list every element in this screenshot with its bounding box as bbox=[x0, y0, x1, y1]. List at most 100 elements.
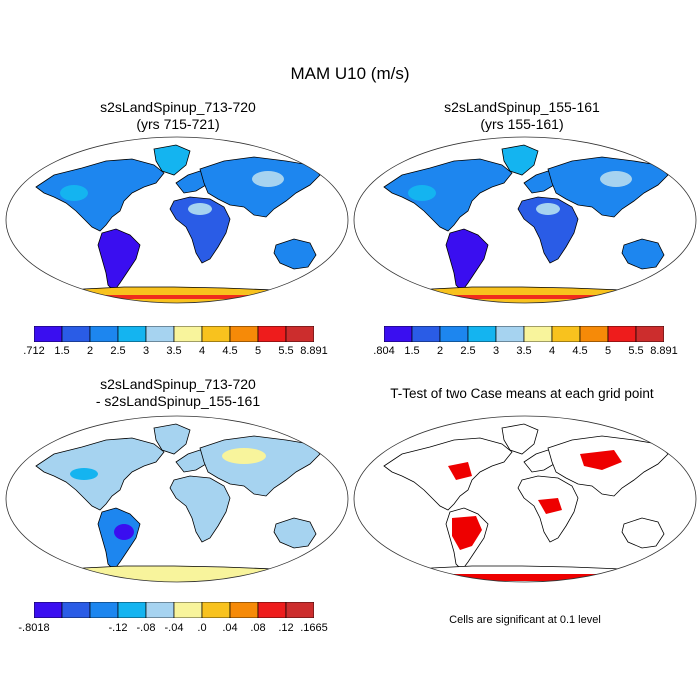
great-plains-wind-patch bbox=[408, 185, 436, 201]
colorbar-swatch-3 bbox=[467, 326, 497, 342]
colorbar-label: -.08 bbox=[136, 622, 156, 634]
significant-area-asia bbox=[580, 450, 622, 470]
colorbar-difference-labels: -.8018 -.12 -.08 -.04 .0 .04 .08 .12 .1665 bbox=[18, 622, 327, 636]
panel1-title: s2sLandSpinup_713-720 (yrs 715-721) bbox=[18, 99, 338, 133]
colorbar-swatch-5 bbox=[523, 326, 553, 342]
colorbar-swatch-6 bbox=[201, 602, 231, 618]
colorbar-label: .0 bbox=[197, 622, 207, 634]
panel2-title: s2sLandSpinup_155-161 (yrs 155-161) bbox=[362, 99, 682, 133]
colorbar-swatch-6 bbox=[551, 326, 581, 342]
panel4-title: T-Test of two Case means at each grid po… bbox=[390, 386, 654, 401]
continent-north-america bbox=[383, 437, 513, 511]
colorbar-swatch-6 bbox=[201, 326, 231, 342]
colorbar-label: -.8018 bbox=[18, 622, 50, 634]
coastal-wind-band-antarctica bbox=[64, 295, 304, 299]
continent-australia bbox=[273, 517, 317, 549]
panel3-title-line1: s2sLandSpinup_713-720 bbox=[100, 376, 256, 392]
ttest-note: Cells are significant at 0.1 level bbox=[449, 614, 601, 626]
colorbar-swatch-2 bbox=[89, 326, 119, 342]
colorbar-case2 bbox=[384, 326, 664, 342]
colorbar-case1-labels: .712 1.5 2 2.5 3 3.5 4 4.5 5 5.5 8.891 bbox=[23, 345, 327, 359]
continent-north-america bbox=[35, 437, 165, 511]
amazon-negative-patch bbox=[114, 524, 134, 540]
asia-high-wind-patch bbox=[600, 171, 632, 187]
colorbar-label: 4 bbox=[198, 345, 206, 357]
colorbar-swatch-9 bbox=[635, 326, 664, 342]
colorbar-label: 5.5 bbox=[278, 345, 294, 357]
colorbar-label: 2.5 bbox=[460, 345, 476, 357]
panel3-title: s2sLandSpinup_713-720 - s2sLandSpinup_15… bbox=[18, 376, 338, 410]
continent-greenland bbox=[153, 423, 191, 455]
plateau-wind-band-antarctica bbox=[424, 300, 644, 302]
continent-africa bbox=[169, 196, 231, 264]
north-america-negative-patch bbox=[70, 468, 98, 480]
colorbar-label: 4.5 bbox=[222, 345, 238, 357]
colorbar-label: .12 bbox=[278, 622, 294, 634]
colorbar-label: 3.5 bbox=[166, 345, 182, 357]
continent-australia bbox=[273, 238, 317, 270]
colorbar-label: 1.5 bbox=[54, 345, 70, 357]
continent-asia bbox=[199, 156, 321, 218]
colorbar-case1 bbox=[34, 326, 314, 342]
colorbar-swatch-3 bbox=[117, 602, 147, 618]
continent-antarctica bbox=[55, 565, 303, 582]
sahara-wind-patch bbox=[188, 203, 212, 215]
colorbar-swatch-9 bbox=[285, 326, 314, 342]
panel1-title-line1: s2sLandSpinup_713-720 bbox=[100, 99, 256, 115]
significant-area-south-america bbox=[452, 516, 482, 550]
colorbar-label: .712 bbox=[23, 345, 45, 357]
colorbar-label: .1665 bbox=[300, 622, 328, 634]
colorbar-swatch-2 bbox=[89, 602, 119, 618]
continent-africa bbox=[169, 475, 231, 543]
colorbar-label: 2.5 bbox=[110, 345, 126, 357]
colorbar-swatch-8 bbox=[257, 326, 287, 342]
colorbar-swatch-0 bbox=[34, 602, 63, 618]
colorbar-label: 3.5 bbox=[516, 345, 532, 357]
significant-area-antarctica bbox=[408, 574, 648, 581]
colorbar-swatch-4 bbox=[145, 602, 175, 618]
colorbar-swatch-1 bbox=[61, 326, 91, 342]
colorbar-label: 5 bbox=[604, 345, 612, 357]
map-border bbox=[5, 415, 349, 583]
plateau-wind-band-antarctica bbox=[76, 300, 296, 302]
colorbar-label: -.12 bbox=[108, 622, 128, 634]
colorbar-label: 2 bbox=[436, 345, 444, 357]
panel2-title-line1: s2sLandSpinup_155-161 bbox=[444, 99, 600, 115]
sahara-wind-patch bbox=[536, 203, 560, 215]
colorbar-swatch-8 bbox=[607, 326, 637, 342]
map-panel-case2 bbox=[353, 136, 697, 304]
map-panel-case1 bbox=[5, 136, 349, 304]
colorbar-swatch-0 bbox=[384, 326, 413, 342]
colorbar-label: 3 bbox=[142, 345, 150, 357]
colorbar-swatch-2 bbox=[439, 326, 469, 342]
continent-greenland bbox=[501, 423, 539, 455]
map-border bbox=[353, 136, 697, 304]
continent-africa bbox=[517, 196, 579, 264]
colorbar-label: 5 bbox=[254, 345, 262, 357]
colorbar-swatch-7 bbox=[229, 326, 259, 342]
colorbar-label: 8.891 bbox=[650, 345, 678, 357]
colorbar-swatch-7 bbox=[229, 602, 259, 618]
continent-australia bbox=[621, 517, 665, 549]
colorbar-swatch-7 bbox=[579, 326, 609, 342]
continent-australia bbox=[621, 238, 665, 270]
colorbar-label: 4 bbox=[548, 345, 556, 357]
colorbar-label: 2 bbox=[86, 345, 94, 357]
colorbar-swatch-5 bbox=[173, 602, 203, 618]
map-border bbox=[353, 415, 697, 583]
colorbar-label: .804 bbox=[373, 345, 395, 357]
asia-positive-patch bbox=[222, 448, 266, 464]
colorbar-swatch-5 bbox=[173, 326, 203, 342]
continent-south-america bbox=[97, 228, 141, 292]
colorbar-swatch-4 bbox=[495, 326, 525, 342]
continent-south-america bbox=[445, 228, 489, 292]
panel1-title-line2: (yrs 715-721) bbox=[136, 116, 220, 132]
continent-south-america bbox=[97, 507, 141, 571]
coastal-wind-band-antarctica bbox=[412, 295, 652, 299]
colorbar-label: 8.891 bbox=[300, 345, 328, 357]
colorbar-case2-labels: .804 1.5 2 2.5 3 3.5 4 4.5 5 5.5 8.891 bbox=[373, 345, 677, 359]
panel3-title-line2: - s2sLandSpinup_155-161 bbox=[95, 393, 261, 409]
colorbar-label: 1.5 bbox=[404, 345, 420, 357]
asia-high-wind-patch bbox=[252, 171, 284, 187]
colorbar-label: 5.5 bbox=[628, 345, 644, 357]
